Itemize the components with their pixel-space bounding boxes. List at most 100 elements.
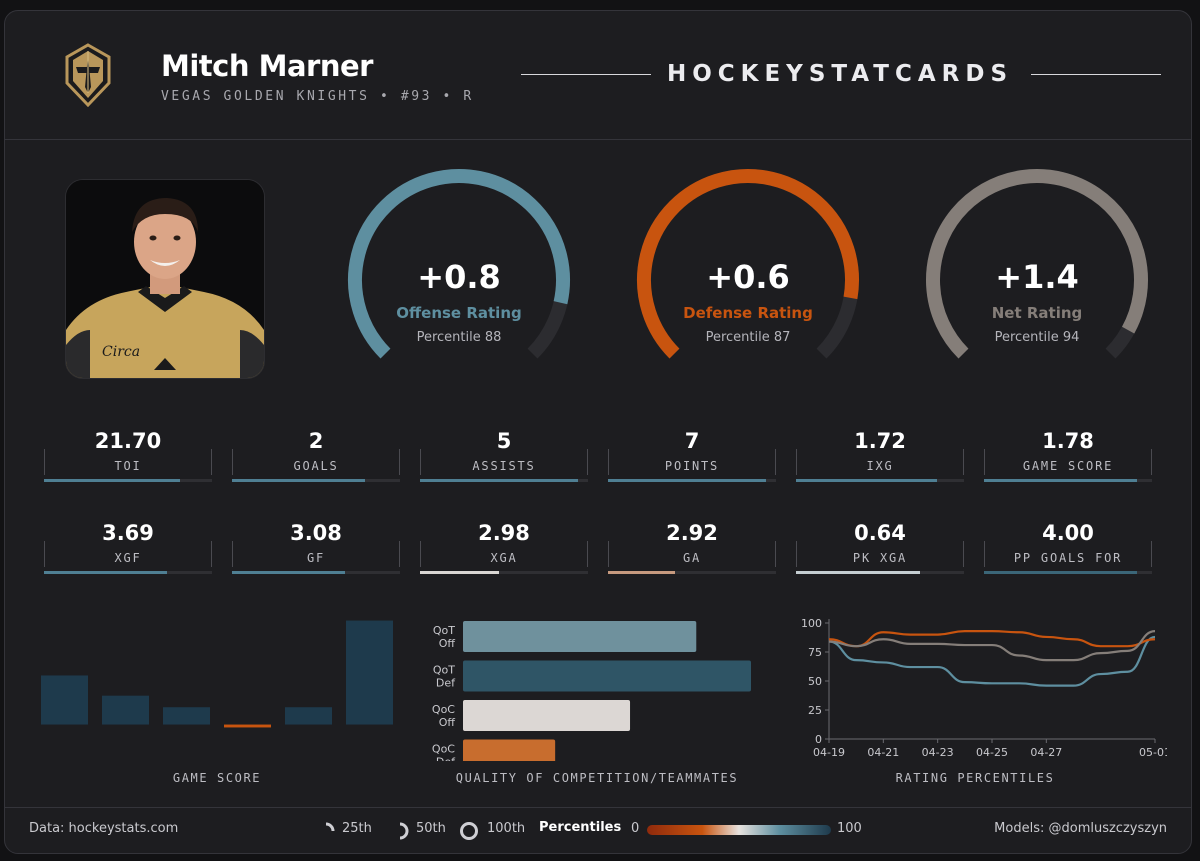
stat-track [796, 571, 964, 574]
player-subtitle: VEGAS GOLDEN KNIGHTS • #93 • R [161, 89, 474, 104]
game-score-bar [346, 620, 393, 725]
percentile-line-offense [828, 635, 1156, 687]
stat-fill [796, 479, 938, 482]
stat-label: PK XGA [852, 551, 908, 565]
stat-label: GAME SCORE [1022, 459, 1114, 473]
scale-min: 0 [631, 821, 640, 836]
stat-value: 2 [308, 429, 324, 453]
competition-chart-title: QUALITY OF COMPETITION/TEAMMATES [455, 771, 739, 785]
stat-value: 3.69 [102, 521, 154, 545]
gauge-percentile: Percentile 94 [995, 330, 1080, 345]
stat-fill [984, 571, 1137, 574]
legend-25th: 25th [342, 821, 372, 836]
stat-frame [984, 541, 1152, 567]
percentiles-chart-title: RATING PERCENTILES [895, 771, 1055, 785]
stat-fill [232, 571, 345, 574]
competition-bar [463, 621, 697, 652]
stat-track [420, 571, 588, 574]
game-score-chart-title: GAME SCORE [172, 771, 262, 785]
quarter-ring-icon [325, 822, 335, 832]
stat-card: Mitch Marner VEGAS GOLDEN KNIGHTS • #93 … [4, 10, 1192, 854]
stat-frame [420, 541, 588, 567]
gauge-percentile: Percentile 87 [706, 330, 791, 345]
game-score-bar [102, 695, 149, 725]
stat-track [984, 571, 1152, 574]
stat-label: POINTS [664, 459, 720, 473]
stat-fill [608, 479, 766, 482]
card-header: Mitch Marner VEGAS GOLDEN KNIGHTS • #93 … [5, 11, 1191, 140]
brand-title: HOCKEYSTATCARDS [666, 61, 1014, 87]
game-score-bar [163, 707, 210, 725]
x-tick-label: 04-25 [976, 746, 1008, 759]
gauge-label: Defense Rating [683, 304, 813, 322]
stat-label: XGF [114, 551, 142, 565]
stat-track [420, 479, 588, 482]
stat-fill [608, 571, 676, 574]
stat-goals: 2 GOALS [232, 429, 400, 482]
game-score-bar [224, 724, 271, 728]
legend-50th: 50th [416, 821, 446, 836]
legend-100th: 100th [487, 821, 526, 836]
stat-label: GOALS [293, 459, 339, 473]
stat-track [44, 571, 212, 574]
gauge-defense: +0.6 Defense Rating Percentile 87 [637, 169, 859, 359]
stat-label: PP GOALS FOR [1013, 551, 1123, 565]
stat-frame [984, 449, 1152, 475]
models-credit: Models: @domluszczyszyn [994, 821, 1167, 836]
gauge-percentile: Percentile 88 [417, 330, 502, 345]
y-tick-label: 50 [808, 675, 822, 688]
stat-track [796, 479, 964, 482]
stat-track [608, 479, 776, 482]
stat-value: 2.92 [666, 521, 718, 545]
competition-label: Off [439, 637, 456, 650]
x-tick-label: 04-19 [813, 746, 845, 759]
stat-label: XGA [490, 551, 518, 565]
stat-frame [608, 541, 776, 567]
y-tick-label: 25 [808, 704, 822, 717]
x-tick-label: 05-01 [1139, 746, 1167, 759]
stat-value: 0.64 [854, 521, 906, 545]
percentile-line-net [828, 630, 1156, 662]
stat-label: IXG [866, 459, 894, 473]
stat-fill [796, 571, 921, 574]
competition-label: QoC [432, 703, 455, 716]
competition-label: Def [436, 756, 456, 762]
brand-line-left [521, 74, 651, 75]
competition-bar [463, 700, 631, 731]
stat-track [44, 479, 212, 482]
stat-fill [232, 479, 365, 482]
competition-bar [463, 660, 751, 692]
stat-toi: 21.70 TOI [44, 429, 212, 482]
stat-points: 7 POINTS [608, 429, 776, 482]
stat-frame [44, 449, 212, 475]
gauge-arc [637, 169, 859, 359]
gauge-label: Offense Rating [396, 304, 521, 322]
stat-track [608, 571, 776, 574]
percentile-gradient-scale [647, 825, 831, 835]
stat-label: ASSISTS [472, 459, 536, 473]
percentiles-legend-title: Percentiles [539, 820, 622, 835]
competition-bar [463, 739, 556, 761]
gauge-arc [348, 169, 570, 359]
half-ring-icon [399, 822, 409, 840]
stat-fill [420, 571, 499, 574]
stat-fill [44, 571, 167, 574]
gauge-value: +0.6 [706, 258, 790, 296]
stat-value: 5 [496, 429, 512, 453]
stat-frame [796, 449, 964, 475]
stat-fill [984, 479, 1137, 482]
player-portrait-icon: Circa [66, 180, 264, 378]
card-footer: Data: hockeystats.com 25th 50th 100th Pe… [5, 807, 1191, 853]
stat-fill [44, 479, 181, 482]
stat-ixg: 1.72 IXG [796, 429, 964, 482]
stat-fill [420, 479, 578, 482]
stat-frame [44, 541, 212, 567]
svg-text:Circa: Circa [102, 344, 140, 360]
stat-value: 2.98 [478, 521, 530, 545]
y-tick-label: 75 [808, 646, 822, 659]
stat-label: GA [682, 551, 702, 565]
game-score-bar [285, 707, 332, 725]
stat-frame [608, 449, 776, 475]
stat-track [232, 571, 400, 574]
scale-max: 100 [837, 821, 862, 836]
